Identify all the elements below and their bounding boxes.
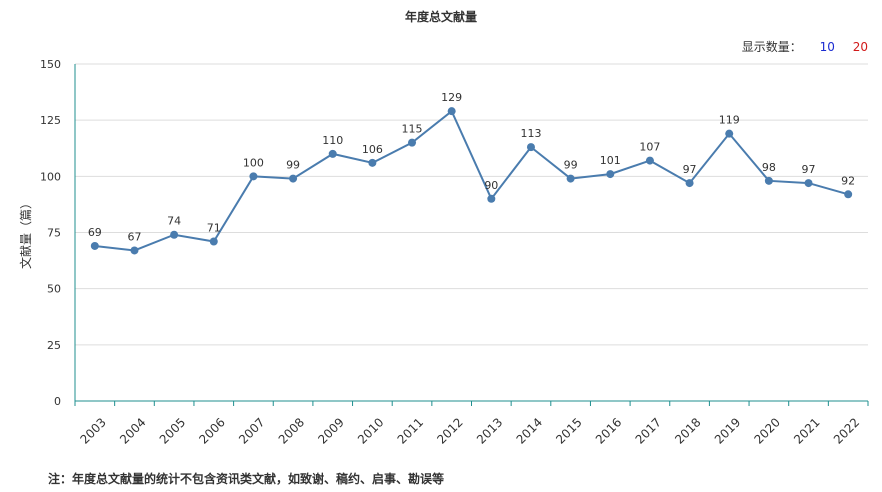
x-tick-label: 2005 — [157, 415, 188, 446]
x-tick-label: 2021 — [791, 415, 822, 446]
x-tick-label: 2014 — [514, 415, 545, 446]
y-tick-label: 150 — [40, 58, 61, 71]
data-point[interactable] — [804, 179, 813, 188]
x-tick-label: 2004 — [117, 415, 148, 446]
y-tick-label: 0 — [54, 395, 61, 408]
x-tick-label: 2010 — [355, 415, 386, 446]
chart-title: 年度总文献量 — [404, 10, 477, 24]
y-tick-label: 125 — [40, 114, 61, 127]
x-tick-label: 2018 — [672, 415, 703, 446]
footnote: 注：年度总文献量的统计不包含资讯类文献，如致谢、稿约、启事、勘误等 — [48, 472, 445, 486]
data-point[interactable] — [645, 156, 654, 165]
x-tick-label: 2017 — [633, 415, 664, 446]
series-line-path — [94, 109, 849, 252]
x-tick-label: 2015 — [553, 415, 584, 446]
data-label: 101 — [600, 154, 621, 167]
data-point[interactable] — [209, 237, 218, 246]
x-tick-label: 2006 — [196, 415, 227, 446]
y-axis-label: 文献量（篇） — [18, 197, 33, 269]
grid-lines — [75, 63, 868, 346]
data-label: 106 — [362, 143, 383, 156]
data-label: 110 — [322, 134, 343, 147]
x-tick-label: 2007 — [236, 415, 267, 446]
data-point[interactable] — [487, 194, 496, 203]
data-label: 98 — [762, 161, 776, 174]
data-point[interactable] — [90, 241, 99, 250]
y-tick-label: 25 — [47, 339, 61, 352]
data-point[interactable] — [170, 230, 179, 239]
data-label: 119 — [719, 114, 740, 127]
x-tick-label: 2016 — [593, 415, 624, 446]
data-point[interactable] — [566, 174, 575, 183]
data-point[interactable] — [606, 170, 615, 179]
data-point[interactable] — [328, 149, 337, 158]
display-count-label: 显示数量： — [741, 40, 802, 54]
data-point[interactable] — [130, 246, 139, 255]
data-point[interactable] — [408, 138, 417, 147]
x-tick-label: 2012 — [434, 415, 465, 446]
data-point[interactable] — [447, 107, 456, 116]
data-point[interactable] — [368, 158, 377, 167]
x-tick-label: 2013 — [474, 415, 505, 446]
data-label: 99 — [564, 159, 578, 172]
data-label: 115 — [402, 123, 423, 136]
data-label: 129 — [441, 91, 462, 104]
y-tick-label: 50 — [47, 283, 61, 296]
data-point[interactable] — [289, 174, 298, 183]
display-count-option-10[interactable]: 10 — [819, 40, 835, 54]
data-point[interactable] — [526, 143, 535, 152]
x-tick-label: 2003 — [77, 415, 108, 446]
series-line — [90, 107, 853, 255]
data-point[interactable] — [249, 172, 258, 181]
data-point[interactable] — [764, 176, 773, 185]
data-point[interactable] — [725, 129, 734, 138]
x-tick-label: 2019 — [712, 415, 743, 446]
y-tick-label: 75 — [47, 227, 61, 240]
data-point[interactable] — [685, 179, 694, 188]
display-count-option-20[interactable]: 20 — [852, 40, 868, 54]
data-label: 90 — [484, 179, 498, 192]
data-label: 69 — [88, 226, 102, 239]
data-label: 67 — [127, 230, 141, 243]
data-label: 99 — [286, 159, 300, 172]
x-tick-label: 2022 — [831, 415, 862, 446]
y-tick-label: 100 — [40, 170, 61, 183]
x-tick-label: 2020 — [751, 415, 782, 446]
data-label: 92 — [841, 174, 855, 187]
data-label: 107 — [639, 141, 660, 154]
data-labels: 69 67 74 71 100 99 110 106 115 129 90 113 99 101 107 97… — [88, 91, 855, 243]
data-point[interactable] — [844, 190, 853, 199]
data-label: 100 — [243, 156, 264, 169]
data-label: 97 — [802, 163, 816, 176]
data-label: 113 — [520, 127, 541, 140]
data-label: 97 — [683, 163, 697, 176]
data-label: 71 — [207, 221, 221, 234]
x-tick-label: 2008 — [276, 415, 307, 446]
x-tick-label: 2009 — [315, 415, 346, 446]
display-count-selector: 显示数量： 10 20 — [742, 38, 868, 55]
x-tick-label: 2011 — [395, 415, 426, 446]
data-label: 74 — [167, 215, 181, 228]
